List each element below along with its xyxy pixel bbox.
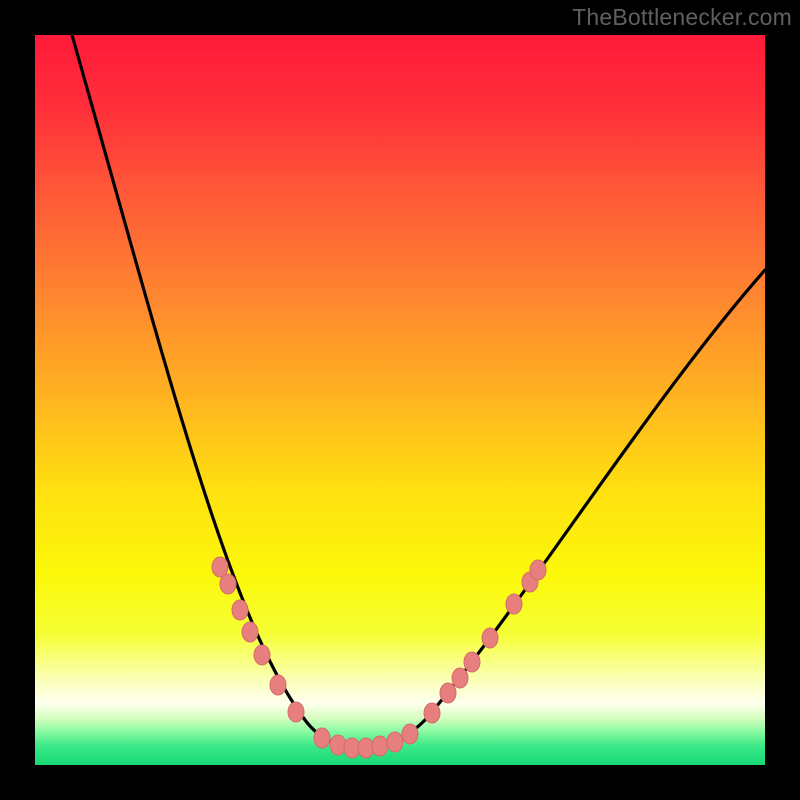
- marker-bottom: [387, 732, 403, 752]
- marker-left: [288, 702, 304, 722]
- chart-container: TheBottlenecker.com: [0, 0, 800, 800]
- marker-left: [232, 600, 248, 620]
- marker-left: [270, 675, 286, 695]
- bottleneck-chart: [0, 0, 800, 800]
- marker-left: [242, 622, 258, 642]
- marker-right: [506, 594, 522, 614]
- marker-bottom: [358, 738, 374, 758]
- marker-right: [452, 668, 468, 688]
- marker-right: [530, 560, 546, 580]
- marker-right: [424, 703, 440, 723]
- marker-bottom: [314, 728, 330, 748]
- marker-right: [440, 683, 456, 703]
- marker-left: [254, 645, 270, 665]
- plot-background: [35, 35, 765, 765]
- watermark-text: TheBottlenecker.com: [572, 4, 792, 31]
- marker-bottom: [372, 736, 388, 756]
- marker-right: [464, 652, 480, 672]
- marker-left: [220, 574, 236, 594]
- marker-right: [482, 628, 498, 648]
- marker-bottom: [402, 724, 418, 744]
- marker-bottom: [330, 735, 346, 755]
